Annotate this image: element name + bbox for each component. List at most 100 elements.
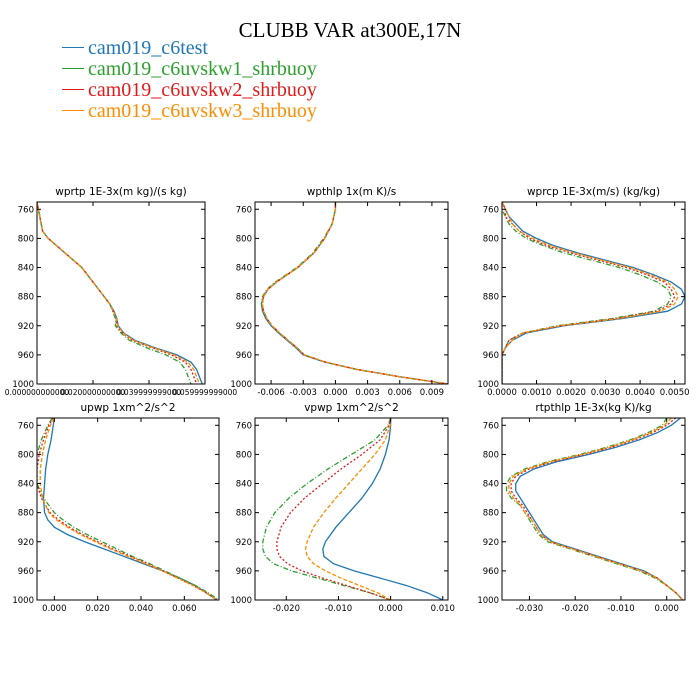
- subplot-title: rtpthlp 1E-3x(kg K)/kg: [535, 402, 651, 414]
- plot-frame: [254, 201, 449, 385]
- y-tick-label: 960: [236, 351, 252, 361]
- cam019-c6uvskw1-shrbuoy-line: [37, 418, 219, 600]
- y-tick-label: 800: [18, 450, 34, 460]
- subplot-2: wpthlp 1x(m K)/s 760 800 840 880 920 960 1000 -0…: [230, 186, 449, 398]
- x-tick-label: -0.020: [273, 604, 300, 614]
- cam019-c6uvskw3-shrbuoy-line: [37, 202, 201, 384]
- y-tick-label: 880: [18, 293, 34, 303]
- x-tick-label: 0.0040: [625, 388, 655, 398]
- cam019-c6uvskw3-shrbuoy-line: [502, 202, 679, 384]
- y-tick-label: 880: [483, 509, 499, 519]
- figure-title: CLUBB VAR at300E,17N: [238, 18, 462, 42]
- x-tick-label: -0.003: [290, 388, 317, 398]
- y-tick-label: 840: [236, 264, 252, 274]
- cam019-c6uvskw3-shrbuoy-line: [304, 418, 392, 600]
- y-tick-label: 1000: [477, 380, 499, 390]
- y-tick-label: 760: [483, 205, 499, 215]
- cam019-c6test-line: [37, 202, 203, 384]
- legend-item: cam019_c6uvskw2_shrbuoy: [62, 80, 317, 101]
- y-tick-label: 880: [236, 509, 252, 519]
- y-tick-label: 960: [18, 351, 34, 361]
- x-tick-label: 0.040: [129, 604, 153, 614]
- cam019-c6uvskw1-shrbuoy-line: [260, 202, 448, 384]
- plot-frame: [36, 417, 220, 601]
- x-tick-label: -0.030: [516, 604, 543, 614]
- y-tick-label: 1000: [477, 596, 499, 606]
- subplot-title: vpwp 1xm^2/s^2: [304, 402, 399, 414]
- y-tick-label: 880: [236, 293, 252, 303]
- y-tick-label: 880: [18, 509, 34, 519]
- x-tick-label: 0.0000: [487, 388, 517, 398]
- y-tick-label: 920: [483, 322, 499, 332]
- y-tick-label: 960: [483, 351, 499, 361]
- cam019-c6uvskw3-shrbuoy-line: [261, 202, 448, 384]
- x-tick-label: 0.006: [388, 388, 412, 398]
- x-tick-label: 0.010: [431, 604, 455, 614]
- y-tick-label: 840: [236, 480, 252, 490]
- y-tick-label: 760: [483, 421, 499, 431]
- cam019-c6uvskw2-shrbuoy-line: [510, 418, 684, 600]
- x-tick-label: 0.020000000000: [61, 388, 126, 397]
- x-tick-label: 0.000: [655, 604, 679, 614]
- cam019-c6uvskw1-shrbuoy-line: [262, 418, 392, 600]
- y-tick-label: 960: [18, 567, 34, 577]
- legend-item: cam019_c6test: [62, 38, 317, 59]
- subplot-title: upwp 1xm^2/s^2: [81, 402, 176, 414]
- x-tick-label: 0.003: [355, 388, 379, 398]
- subplot-5: vpwp 1xm^2/s^2 760 800 840 880 920 960 1000 -0.0…: [230, 402, 455, 614]
- cam019-c6uvskw2-shrbuoy-line: [276, 418, 392, 600]
- y-tick-label: 760: [18, 205, 34, 215]
- y-tick-label: 840: [18, 264, 34, 274]
- subplot-title: wpthlp 1x(m K)/s: [307, 186, 397, 198]
- y-tick-label: 960: [483, 567, 499, 577]
- cam019-c6uvskw3-shrbuoy-line: [508, 418, 684, 600]
- legend-item: cam019_c6uvskw3_shrbuoy: [62, 101, 317, 122]
- y-tick-label: 880: [483, 293, 499, 303]
- x-tick-label: 0.060: [172, 604, 196, 614]
- cam019-c6uvskw1-shrbuoy-line: [502, 202, 672, 384]
- y-tick-label: 840: [483, 480, 499, 490]
- y-tick-label: 920: [483, 538, 499, 548]
- cam019-c6uvskw1-shrbuoy-line: [505, 418, 684, 600]
- x-tick-label: 0.009: [420, 388, 444, 398]
- cam019-c6test-line: [42, 418, 218, 600]
- subplot-title: wprtp 1E-3x(m kg)/(s kg): [55, 186, 186, 198]
- y-tick-label: 800: [236, 234, 252, 244]
- subplot-1: wprtp 1E-3x(m kg)/(s kg) 760 800 840 880 920 9…: [5, 186, 238, 397]
- cam019-c6test-line: [260, 202, 448, 384]
- y-tick-label: 920: [18, 538, 34, 548]
- x-tick-label: 0.039999999000: [117, 388, 182, 397]
- subplot-3: wprcp 1E-3x(m/s) (kg/kg) 760 800 840 880 920 9…: [477, 186, 689, 398]
- legend-label: cam019_c6uvskw3_shrbuoy: [88, 100, 317, 122]
- y-tick-label: 920: [236, 322, 252, 332]
- legend-label: cam019_c6uvskw2_shrbuoy: [88, 79, 317, 101]
- y-tick-label: 960: [236, 567, 252, 577]
- cam019-c6test-line: [515, 418, 684, 600]
- plot-frame: [501, 201, 686, 385]
- legend-swatch: [62, 46, 84, 48]
- cam019-c6uvskw1-shrbuoy-line: [37, 202, 192, 384]
- x-tick-label: 0.0050: [660, 388, 690, 398]
- y-tick-label: 920: [236, 538, 252, 548]
- x-tick-label: 0.0010: [522, 388, 552, 398]
- cam019-c6uvskw2-shrbuoy-line: [37, 418, 218, 600]
- x-tick-label: 0.000: [378, 604, 402, 614]
- subplot-6: rtpthlp 1E-3x(kg K)/kg 760 800 840 880 920 960…: [477, 402, 686, 614]
- y-tick-label: 1000: [230, 380, 252, 390]
- x-tick-label: 0.000: [42, 604, 66, 614]
- x-tick-label: -0.010: [607, 604, 634, 614]
- cam019-c6uvskw2-shrbuoy-line: [261, 202, 448, 384]
- y-tick-label: 800: [236, 450, 252, 460]
- cam019-c6uvskw2-shrbuoy-line: [37, 202, 198, 384]
- legend-item: cam019_c6uvskw1_shrbuoy: [62, 59, 317, 80]
- legend-label: cam019_c6uvskw1_shrbuoy: [88, 58, 317, 80]
- legend-label: cam019_c6test: [88, 37, 208, 59]
- x-tick-label: 0.059999999000: [173, 388, 238, 397]
- legend-swatch: [62, 109, 84, 111]
- x-tick-label: -0.006: [257, 388, 284, 398]
- x-tick-label: -0.020: [561, 604, 588, 614]
- subplot-title: wprcp 1E-3x(m/s) (kg/kg): [527, 186, 660, 198]
- y-tick-label: 760: [18, 421, 34, 431]
